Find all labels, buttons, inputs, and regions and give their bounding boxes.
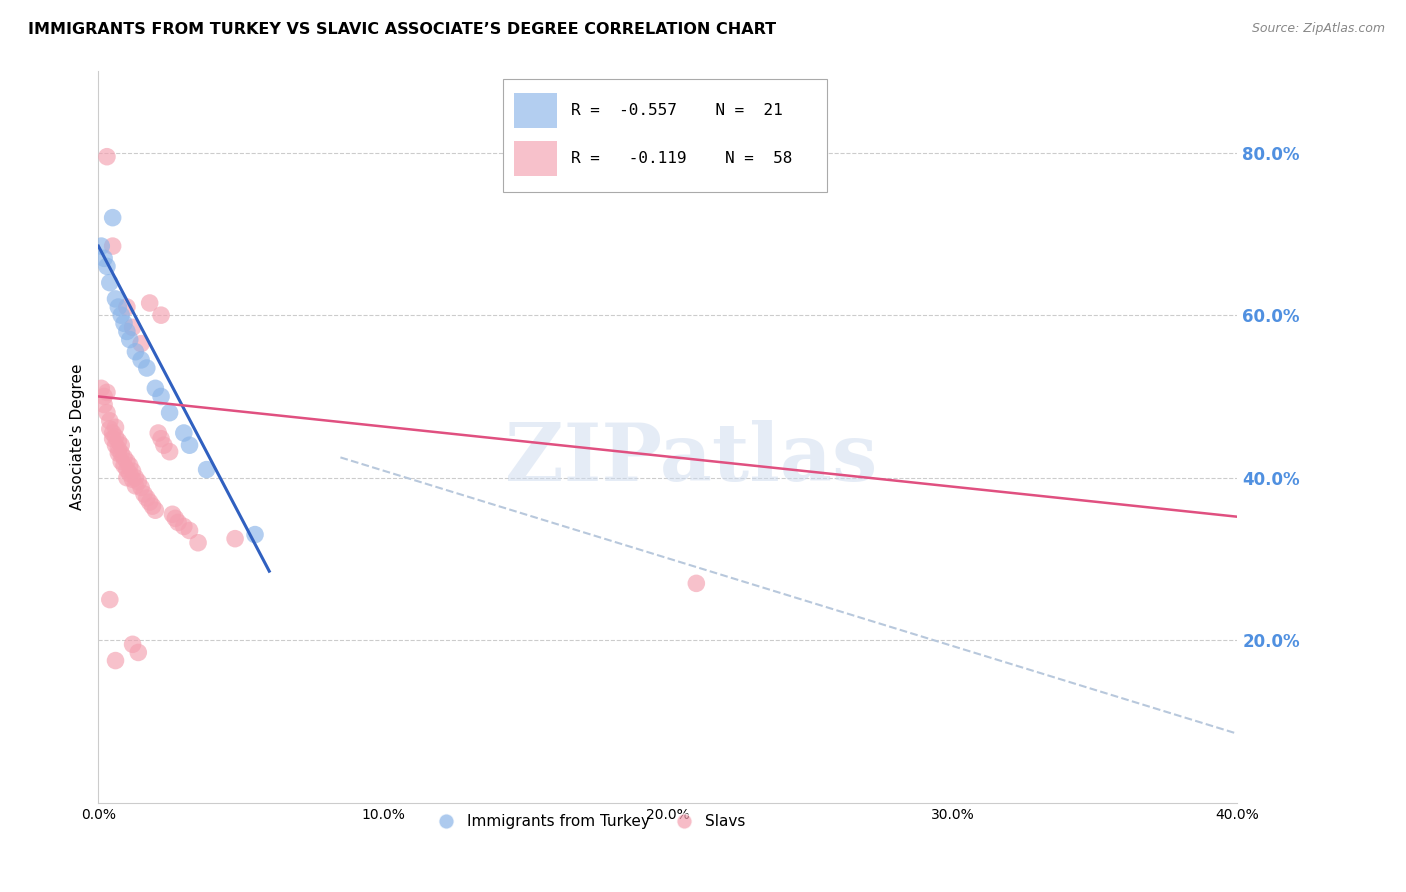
Point xyxy=(98,276,121,290)
Point xyxy=(96,150,118,164)
FancyBboxPatch shape xyxy=(515,141,557,176)
Text: Source: ZipAtlas.com: Source: ZipAtlas.com xyxy=(1251,22,1385,36)
Point xyxy=(173,425,195,440)
Point xyxy=(179,524,201,538)
Point xyxy=(124,479,146,493)
Text: R =  -0.557    N =  21: R = -0.557 N = 21 xyxy=(571,103,783,118)
Point xyxy=(98,592,121,607)
Y-axis label: Associate's Degree: Associate's Degree xyxy=(69,364,84,510)
Point xyxy=(145,381,167,395)
Point xyxy=(118,333,141,347)
Point xyxy=(115,462,138,476)
Point xyxy=(159,406,181,420)
Point xyxy=(101,425,124,440)
Point xyxy=(124,471,146,485)
Point xyxy=(138,495,160,509)
FancyBboxPatch shape xyxy=(503,78,827,192)
Point xyxy=(150,308,173,322)
Point xyxy=(138,296,160,310)
Point xyxy=(129,352,152,367)
Point xyxy=(150,432,173,446)
Point xyxy=(98,414,121,428)
Point xyxy=(93,252,115,266)
Point xyxy=(107,300,129,314)
Point xyxy=(93,398,115,412)
Point xyxy=(115,454,138,468)
Point xyxy=(167,516,190,530)
Point xyxy=(112,450,135,465)
Point xyxy=(110,454,132,468)
Point xyxy=(96,385,118,400)
Point xyxy=(224,532,246,546)
FancyBboxPatch shape xyxy=(515,93,557,128)
Point xyxy=(162,508,184,522)
Point xyxy=(118,467,141,481)
Point xyxy=(179,438,201,452)
Point xyxy=(121,320,143,334)
Point xyxy=(159,444,181,458)
Point xyxy=(121,464,143,478)
Point xyxy=(110,308,132,322)
Point xyxy=(104,420,127,434)
Point xyxy=(90,239,112,253)
Point xyxy=(173,519,195,533)
Point xyxy=(135,491,157,505)
Point xyxy=(90,381,112,395)
Point xyxy=(115,300,138,314)
Point xyxy=(243,527,266,541)
Point xyxy=(107,446,129,460)
Point xyxy=(101,239,124,253)
Point xyxy=(132,487,155,501)
Point xyxy=(110,446,132,460)
Point xyxy=(107,442,129,457)
Point xyxy=(127,475,149,489)
Point xyxy=(141,499,163,513)
Point xyxy=(93,389,115,403)
Point xyxy=(127,645,149,659)
Point xyxy=(112,316,135,330)
Point xyxy=(101,211,124,225)
Point xyxy=(135,361,157,376)
Text: ZIPatlas: ZIPatlas xyxy=(505,420,877,498)
Point xyxy=(195,462,218,476)
Point xyxy=(148,425,170,440)
Point xyxy=(150,389,173,403)
Point xyxy=(104,438,127,452)
Point xyxy=(96,260,118,274)
Point xyxy=(115,325,138,339)
Point xyxy=(129,336,152,351)
Point xyxy=(112,458,135,473)
Point xyxy=(104,654,127,668)
Point xyxy=(101,432,124,446)
Point xyxy=(121,637,143,651)
Point xyxy=(685,576,707,591)
Text: R =   -0.119    N =  58: R = -0.119 N = 58 xyxy=(571,151,793,166)
Point xyxy=(96,406,118,420)
Point xyxy=(107,434,129,449)
Point xyxy=(153,438,176,452)
Point xyxy=(118,458,141,473)
Point xyxy=(115,471,138,485)
Point xyxy=(165,511,187,525)
Legend: Immigrants from Turkey, Slavs: Immigrants from Turkey, Slavs xyxy=(425,808,752,836)
Point xyxy=(104,292,127,306)
Point xyxy=(187,535,209,549)
Point xyxy=(104,430,127,444)
Point xyxy=(110,438,132,452)
Point xyxy=(98,422,121,436)
Point xyxy=(129,480,152,494)
Point xyxy=(121,472,143,486)
Text: IMMIGRANTS FROM TURKEY VS SLAVIC ASSOCIATE’S DEGREE CORRELATION CHART: IMMIGRANTS FROM TURKEY VS SLAVIC ASSOCIA… xyxy=(28,22,776,37)
Point xyxy=(145,503,167,517)
Point xyxy=(124,344,146,359)
